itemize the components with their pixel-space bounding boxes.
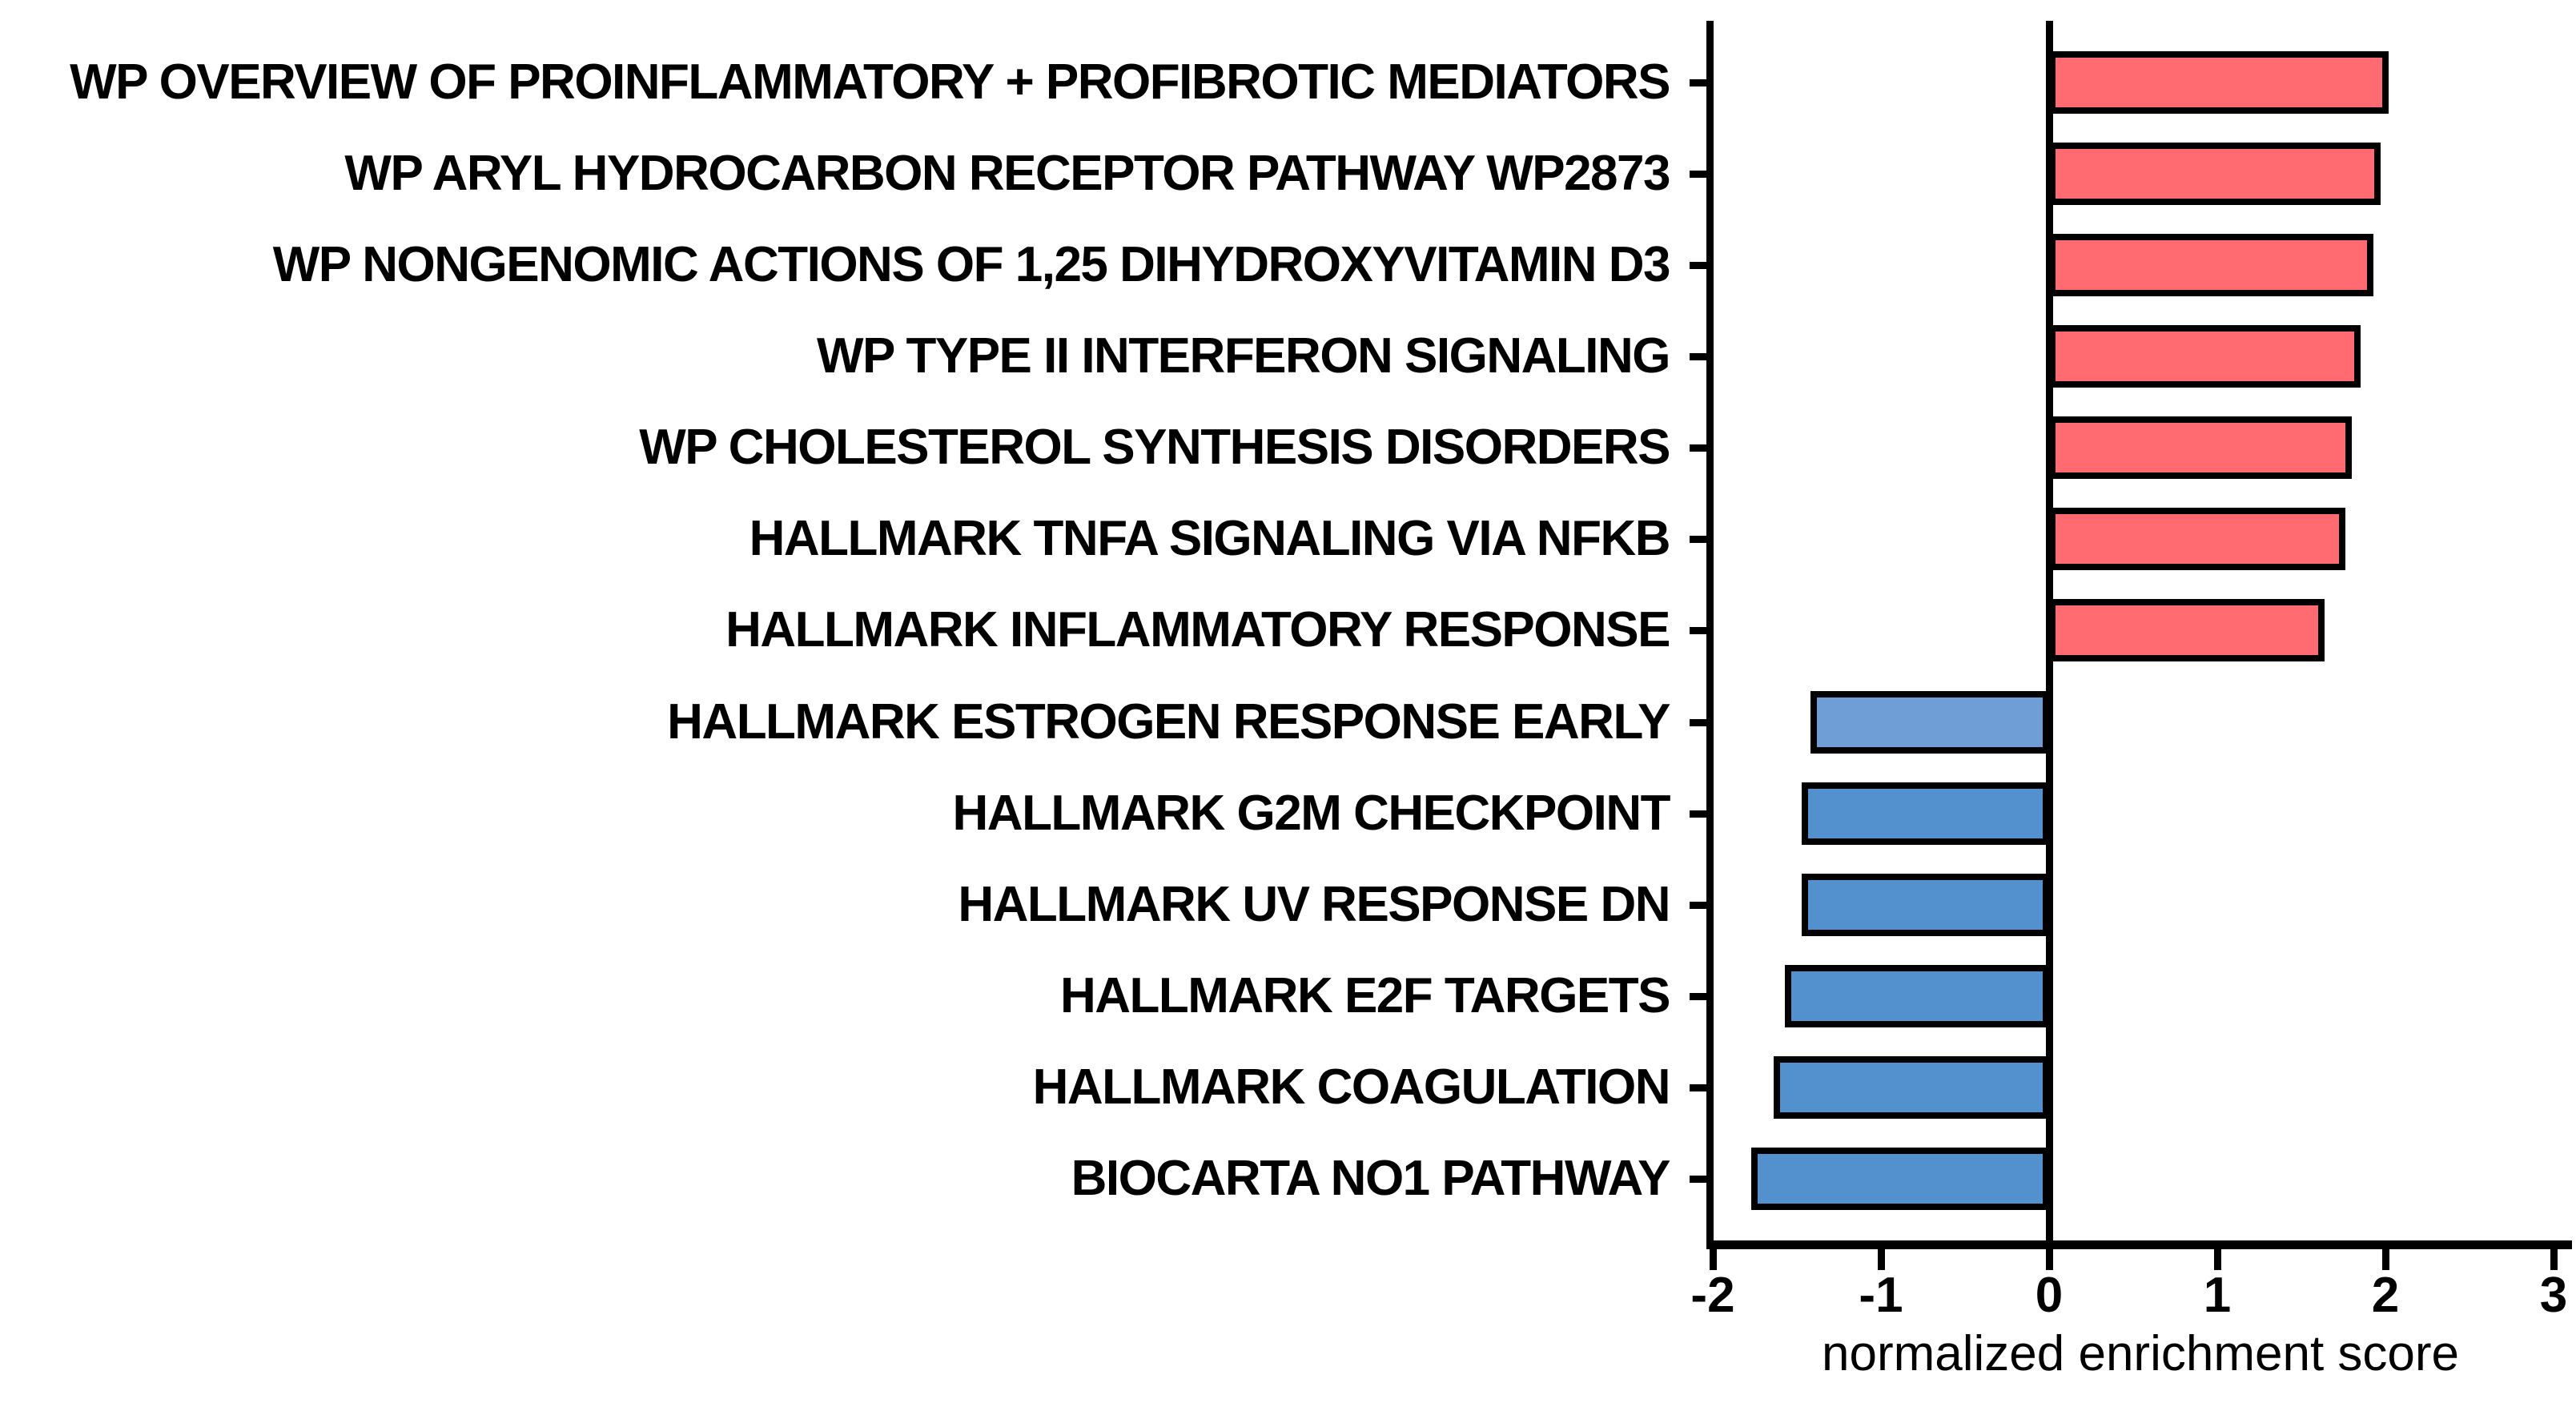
x-axis-line: [1706, 1240, 2572, 1249]
category-tick: [1690, 536, 1714, 544]
category-label: HALLMARK COAGULATION: [1032, 1059, 1671, 1115]
category-tick: [1690, 992, 1714, 1000]
bar: [2049, 599, 2325, 662]
category-label: WP NONGENOMIC ACTIONS OF 1,25 DIHYDROXYV…: [272, 237, 1671, 293]
x-tick-label: 1: [2203, 1268, 2232, 1323]
x-axis-title: normalized enrichment score: [1821, 1326, 2460, 1381]
category-tick: [1690, 444, 1714, 452]
bar: [2049, 234, 2374, 297]
bar: [1802, 873, 2049, 936]
bar: [1785, 964, 2049, 1027]
x-tick: [2214, 1249, 2221, 1270]
x-tick: [2550, 1249, 2558, 1270]
x-tick: [1710, 1249, 1717, 1270]
x-tick-label: 2: [2371, 1268, 2400, 1323]
bar: [2049, 508, 2345, 571]
category-tick: [1690, 901, 1714, 909]
category-tick: [1690, 262, 1714, 270]
category-label: BIOCARTA NO1 PATHWAY: [1071, 1150, 1671, 1206]
category-label: HALLMARK E2F TARGETS: [1059, 967, 1671, 1023]
category-tick: [1690, 171, 1714, 179]
category-tick: [1690, 718, 1714, 726]
x-tick: [2046, 1249, 2053, 1270]
x-tick-label: -1: [1859, 1268, 1903, 1323]
category-label: HALLMARK G2M CHECKPOINT: [952, 785, 1671, 841]
bar: [1751, 1147, 2049, 1210]
bar: [1802, 782, 2049, 845]
x-tick: [2382, 1249, 2389, 1270]
x-tick-label: 3: [2539, 1268, 2568, 1323]
x-tick-label: -2: [1690, 1268, 1735, 1323]
bar: [2049, 143, 2381, 206]
category-label: WP OVERVIEW OF PROINFLAMMATORY + PROFIBR…: [70, 54, 1670, 110]
category-tick: [1690, 79, 1714, 86]
category-label: WP ARYL HYDROCARBON RECEPTOR PATHWAY WP2…: [344, 146, 1670, 202]
bar: [1773, 1055, 2049, 1119]
bar: [1810, 690, 2049, 754]
category-label: HALLMARK TNFA SIGNALING VIA NFKB: [749, 511, 1671, 567]
category-label: HALLMARK UV RESPONSE DN: [958, 876, 1670, 932]
category-tick: [1690, 810, 1714, 818]
category-tick: [1690, 1175, 1714, 1183]
category-label: WP CHOLESTEROL SYNTHESIS DISORDERS: [639, 420, 1670, 476]
bar: [2049, 416, 2352, 480]
category-tick: [1690, 353, 1714, 361]
category-tick: [1690, 627, 1714, 635]
category-label: HALLMARK INFLAMMATORY RESPONSE: [725, 602, 1670, 658]
y-axis-line: [1706, 21, 1714, 1249]
x-tick: [1878, 1249, 1885, 1270]
bar: [2049, 325, 2361, 388]
bar: [2049, 51, 2389, 114]
category-label: HALLMARK ESTROGEN RESPONSE EARLY: [667, 693, 1670, 750]
category-tick: [1690, 1083, 1714, 1091]
x-tick-label: 0: [2035, 1268, 2064, 1323]
category-label: WP TYPE II INTERFERON SIGNALING: [817, 328, 1671, 384]
